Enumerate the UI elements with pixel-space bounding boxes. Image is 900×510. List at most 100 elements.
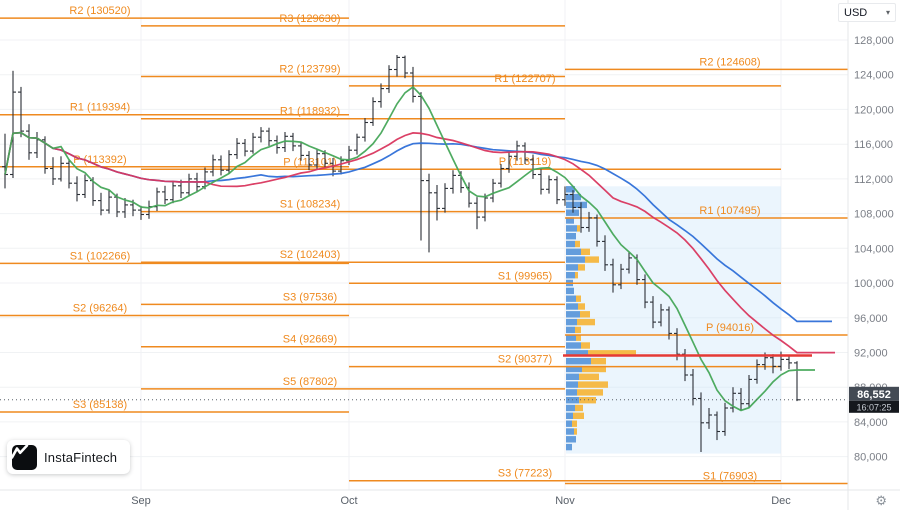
volume-profile-bar bbox=[566, 326, 575, 334]
month-label: Oct bbox=[340, 495, 357, 507]
currency-selector[interactable]: USD ▾ bbox=[838, 3, 896, 22]
volume-profile-value-bar bbox=[580, 311, 590, 318]
volume-profile-bar bbox=[566, 334, 576, 341]
volume-profile-value-bar bbox=[585, 256, 599, 263]
volume-profile-value-bar bbox=[577, 225, 580, 232]
price-tick-label: 80,000 bbox=[854, 452, 888, 464]
volume-profile-bar bbox=[566, 412, 573, 419]
volume-profile-value-bar bbox=[582, 365, 606, 373]
pivot-label: R2 (130520) bbox=[69, 5, 130, 17]
pivot-label: S3 (85138) bbox=[73, 399, 127, 411]
volume-profile-bar bbox=[566, 240, 575, 248]
brand-name: InstaFintech bbox=[44, 449, 118, 465]
volume-profile-value-bar bbox=[579, 397, 596, 404]
volume-profile-value-bar bbox=[574, 428, 577, 435]
volume-profile-bar bbox=[566, 404, 575, 412]
price-tick-label: 96,000 bbox=[854, 313, 888, 325]
volume-profile-value-bar bbox=[576, 334, 581, 341]
volume-profile-value-bar bbox=[575, 240, 580, 248]
month-label: Sep bbox=[131, 495, 151, 507]
current-price-value: 86,552 bbox=[857, 389, 891, 401]
volume-profile-bar bbox=[566, 381, 578, 388]
pivot-label: R2 (123799) bbox=[279, 64, 340, 76]
current-price-time: 16:07:25 bbox=[856, 402, 891, 412]
volume-profile-value-bar bbox=[578, 381, 608, 388]
volume-profile-bar bbox=[566, 303, 578, 310]
gear-icon[interactable]: ⚙ bbox=[875, 493, 887, 508]
volume-profile-value-bar bbox=[575, 404, 583, 412]
pivot-label: P (113392) bbox=[73, 154, 126, 166]
price-tick-label: 92,000 bbox=[854, 348, 888, 360]
volume-profile-bar bbox=[566, 217, 574, 224]
pivot-label: S1 (102266) bbox=[70, 250, 131, 262]
time-axis-panel[interactable] bbox=[0, 490, 900, 510]
volume-profile-bar bbox=[566, 186, 575, 193]
volume-profile-bar bbox=[566, 264, 578, 271]
pivot-label: R1 (119394) bbox=[70, 102, 130, 114]
pivot-label: S2 (96264) bbox=[73, 303, 127, 315]
volume-profile-value-bar bbox=[591, 358, 606, 365]
volume-profile-bar bbox=[566, 318, 577, 326]
pivot-label: S1 (99965) bbox=[498, 270, 552, 282]
pivot-label: P (94016) bbox=[706, 322, 754, 334]
price-tick-label: 116,000 bbox=[854, 139, 893, 151]
pivot-label: R1 (118932) bbox=[280, 106, 340, 118]
volume-profile-bar bbox=[566, 389, 577, 396]
currency-label: USD bbox=[844, 6, 868, 19]
volume-profile-value-bar bbox=[577, 389, 603, 396]
volume-profile-bar bbox=[566, 233, 576, 240]
price-tick-label: 120,000 bbox=[854, 104, 894, 116]
time-axis-labels: Sep Oct Nov Dec bbox=[131, 495, 791, 507]
pivot-label: R1 (122707) bbox=[494, 73, 555, 85]
volume-profile-value-bar bbox=[577, 318, 595, 326]
pivot-levels: R2 (130520) R1 (119394) P (113392) S1 (1022… bbox=[0, 5, 848, 485]
pivot-label: S3 (77223) bbox=[498, 468, 552, 480]
volume-profile-value-bar bbox=[578, 303, 585, 310]
pivot-label: S5 (87802) bbox=[283, 376, 337, 388]
volume-profile-bar bbox=[566, 365, 582, 373]
volume-profile-bar bbox=[566, 358, 591, 365]
price-tick-label: 112,000 bbox=[854, 174, 893, 186]
volume-profile-value-bar bbox=[575, 326, 581, 334]
volume-profile-bar bbox=[566, 443, 572, 451]
volume-profile-bar bbox=[566, 436, 576, 443]
volume-profile-bar bbox=[566, 272, 575, 279]
volume-profile-value-bar bbox=[581, 342, 590, 349]
volume-profile-value-bar bbox=[575, 272, 578, 279]
price-tick-label: 100,000 bbox=[854, 278, 894, 290]
volume-profile-value-bar bbox=[573, 412, 584, 419]
price-tick-label: 84,000 bbox=[854, 417, 888, 429]
volume-profile-value-bar bbox=[572, 420, 577, 427]
volume-profile-bar bbox=[566, 256, 585, 263]
volume-profile bbox=[566, 186, 781, 454]
pivot-label: R3 (129630) bbox=[279, 13, 340, 25]
price-axis-panel[interactable] bbox=[848, 0, 900, 510]
month-label: Dec bbox=[771, 495, 791, 507]
moving-average-lines bbox=[4, 85, 835, 412]
volume-profile-value-bar bbox=[588, 350, 636, 357]
volume-profile-bar bbox=[566, 295, 576, 302]
volume-profile-bar bbox=[566, 201, 587, 209]
chevron-down-icon: ▾ bbox=[885, 7, 890, 17]
pivot-label: R2 (124608) bbox=[699, 56, 760, 68]
pivot-label: S4 (92669) bbox=[283, 334, 337, 346]
volume-profile-bar bbox=[566, 350, 588, 357]
volume-profile-bar bbox=[566, 287, 574, 295]
pivot-label: S2 (102403) bbox=[280, 249, 341, 261]
pivot-label: P (113101) bbox=[283, 156, 336, 168]
brand-watermark: InstaFintech bbox=[7, 440, 131, 474]
volume-profile-value-bar bbox=[581, 248, 590, 255]
ma-line-fast bbox=[4, 85, 815, 412]
candlestick-series bbox=[2, 55, 800, 452]
volume-profile-value-bar bbox=[578, 264, 585, 271]
price-tick-label: 124,000 bbox=[854, 70, 894, 82]
volume-profile-bar bbox=[566, 373, 579, 380]
volume-profile-value-bar bbox=[576, 295, 581, 302]
price-tick-label: 128,000 bbox=[854, 35, 894, 47]
volume-profile-bar bbox=[566, 248, 581, 255]
pivot-label: S1 (108234) bbox=[280, 199, 341, 211]
volume-profile-bar bbox=[566, 420, 572, 427]
